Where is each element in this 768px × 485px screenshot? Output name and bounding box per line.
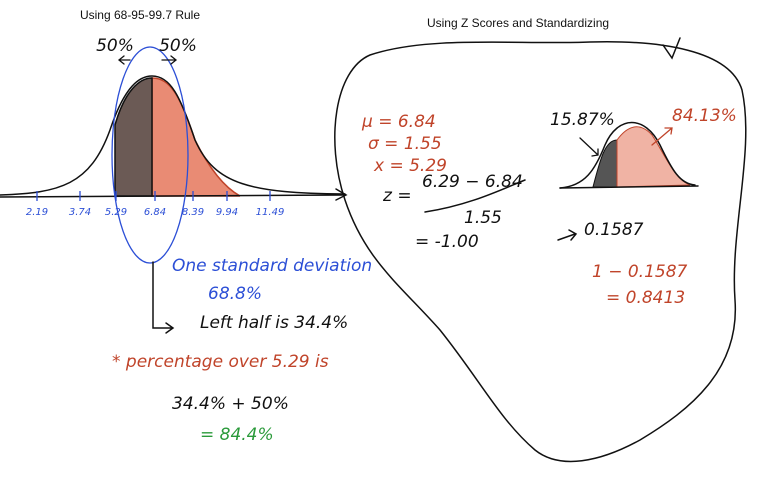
note: 34.4% + 50% — [172, 394, 289, 414]
answer: = 0.8413 — [606, 288, 685, 308]
left-area-label: 15.87% — [550, 110, 615, 130]
denominator: 1.55 — [464, 208, 502, 228]
tick-label: 6.84 — [144, 207, 166, 218]
small-axis — [559, 185, 699, 189]
left-sketch — [0, 46, 348, 334]
probability: 0.1587 — [584, 220, 644, 240]
complement: 1 − 0.1587 — [592, 262, 688, 282]
check-mark — [662, 37, 681, 60]
right-area-label: 84.13% — [672, 106, 737, 126]
x-axis — [0, 194, 346, 198]
right-title: Using Z Scores and Standardizing — [427, 16, 609, 30]
tick-label: 9.94 — [216, 207, 238, 218]
note: = 84.4% — [200, 425, 274, 445]
fraction-bar — [424, 179, 526, 213]
one-sd-ellipse — [111, 46, 189, 264]
half-right: 50% — [159, 36, 197, 56]
tick-label: 11.49 — [256, 207, 285, 218]
numerator: 6.29 − 6.84 — [422, 172, 523, 192]
arrow — [557, 229, 578, 241]
half-arrows — [117, 55, 178, 65]
left-shading — [114, 77, 153, 197]
given: σ = 1.55 — [368, 134, 442, 154]
half-left: 50% — [96, 36, 134, 56]
tick-label: 8.39 — [182, 207, 204, 218]
z-label: z = — [382, 186, 412, 206]
given: μ = 6.84 — [361, 112, 436, 132]
note: * percentage over 5.29 is — [112, 352, 329, 372]
z-result: = -1.00 — [415, 232, 479, 252]
note: 68.8% — [208, 284, 262, 304]
small-curve — [559, 121, 696, 189]
pointer-arrow — [152, 261, 175, 334]
blob-outline — [334, 41, 747, 463]
right-sketch — [334, 37, 747, 463]
axis-ticks: 2.19 3.74 5.29 6.84 8.39 9.94 11.49 — [26, 191, 284, 218]
right-shading — [151, 77, 241, 197]
pointer — [651, 127, 673, 146]
tick-label: 2.19 — [26, 207, 48, 218]
tick-label: 5.29 — [105, 207, 127, 218]
given: x = 5.29 — [373, 156, 447, 176]
tick-label: 3.74 — [69, 207, 91, 218]
note: One standard deviation — [172, 256, 372, 276]
pointer — [579, 137, 599, 157]
axis-arrow — [335, 188, 348, 201]
left-title: Using 68-95-99.7 Rule — [80, 8, 200, 22]
bell-curve — [0, 75, 346, 196]
note: Left half is 34.4% — [200, 313, 348, 333]
